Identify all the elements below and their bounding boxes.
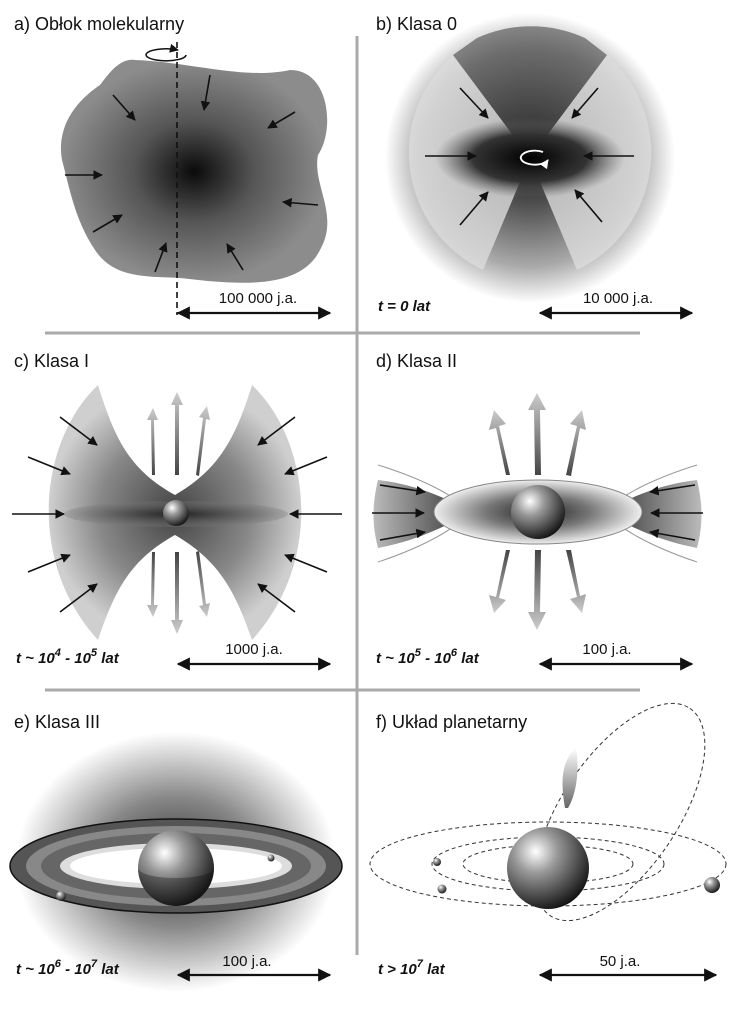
young-star bbox=[138, 830, 214, 906]
panel-b-title: b) Klasa 0 bbox=[376, 14, 457, 34]
panel-d-title: d) Klasa II bbox=[376, 351, 457, 371]
scale-label-c: 1000 j.a. bbox=[225, 641, 283, 658]
planet bbox=[433, 858, 441, 866]
time-label-c: t ~ 104 - 105 lat bbox=[16, 647, 120, 667]
core-region bbox=[435, 118, 625, 198]
panel-c-title: c) Klasa I bbox=[14, 351, 89, 371]
time-label-f: t > 107 lat bbox=[378, 958, 446, 978]
infall-arrows bbox=[12, 416, 342, 613]
time-label-b: t = 0 lat bbox=[378, 298, 431, 315]
infall-arrows bbox=[372, 484, 703, 541]
central-star bbox=[507, 827, 589, 909]
panel-a-title: a) Obłok molekularny bbox=[14, 14, 184, 34]
scale-label-d: 100 j.a. bbox=[582, 641, 631, 658]
t-tauri-star bbox=[511, 485, 565, 539]
panel-f-title: f) Układ planetarny bbox=[376, 712, 527, 732]
infall-arrows bbox=[65, 74, 319, 273]
molecular-cloud-shape bbox=[60, 59, 328, 283]
protoplanet bbox=[56, 891, 66, 901]
scale-label-a: 100 000 j.a. bbox=[219, 290, 297, 307]
infall-arrows bbox=[425, 87, 634, 226]
scale-label-e: 100 j.a. bbox=[222, 953, 271, 970]
planet bbox=[704, 877, 720, 893]
panel-b-class-0: b) Klasa 0 bbox=[376, 13, 675, 303]
scale-label-f: 50 j.a. bbox=[600, 953, 641, 970]
time-label-d: t ~ 105 - 106 lat bbox=[376, 647, 480, 667]
outflow-jets bbox=[489, 393, 586, 630]
protoplanet bbox=[267, 854, 275, 862]
comet bbox=[562, 748, 578, 808]
panel-e-class-iii: e) Klasa III bbox=[9, 712, 343, 992]
rotation-arrow-icon bbox=[145, 43, 187, 62]
panel-d-class-ii: d) Klasa II bbox=[372, 351, 703, 630]
panel-a-molecular-cloud: a) Obłok molekularny bbox=[14, 14, 328, 315]
panel-f-planetary-system: f) Układ planetarny bbox=[369, 702, 727, 922]
scale-bars bbox=[176, 306, 718, 982]
rotation-arrow-icon bbox=[519, 149, 549, 170]
panel-dividers bbox=[45, 36, 640, 955]
time-label-e: t ~ 106 - 107 lat bbox=[16, 958, 120, 978]
protostar bbox=[163, 500, 189, 526]
panel-c-class-i: c) Klasa I bbox=[12, 351, 342, 640]
scale-label-b: 10 000 j.a. bbox=[583, 290, 653, 307]
planet bbox=[437, 884, 447, 894]
outflow-jets bbox=[147, 392, 210, 634]
panel-e-title: e) Klasa III bbox=[14, 712, 100, 732]
